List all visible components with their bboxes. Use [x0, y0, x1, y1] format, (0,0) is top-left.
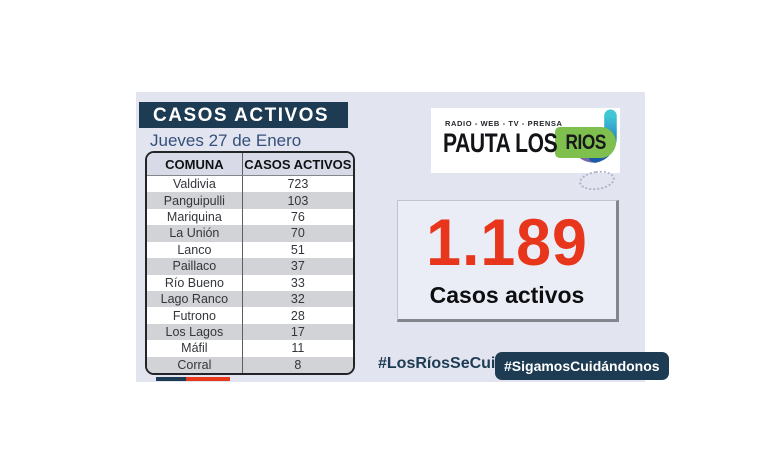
cell-casos: 33	[241, 274, 353, 291]
cell-comuna: Valdivia	[172, 177, 216, 192]
title-bar: CASOS ACTIVOS	[139, 102, 348, 128]
cell-casos: 51	[241, 241, 353, 259]
table-header-row: COMUNA CASOS ACTIVOS	[147, 153, 353, 176]
total-label: Casos activos	[429, 282, 585, 308]
logo-card: RADIO - WEB - TV - PRENSA PAUTA LOS RIOS	[431, 108, 620, 173]
flag-accent-bar	[156, 377, 230, 381]
cell-comuna: Lanco	[177, 242, 212, 257]
date-label: Jueves 27 de Enero	[150, 131, 302, 150]
cases-table: COMUNA CASOS ACTIVOS Valdivia 723 Pangui…	[145, 151, 355, 375]
cell-casos: 32	[241, 290, 353, 308]
hashtag-sigamos: #SigamosCuidándonos	[495, 352, 669, 380]
cell-casos: 8	[241, 356, 353, 373]
logo-name: PAUTA LOS	[443, 128, 558, 158]
cell-casos: 17	[241, 323, 353, 341]
cell-casos: 37	[241, 258, 353, 275]
table-row: La Unión 70	[147, 225, 353, 242]
cell-casos: 76	[241, 208, 353, 226]
cell-casos: 28	[241, 307, 353, 324]
table-row: Lanco 51	[147, 241, 353, 259]
logo-rios-label: RIOS	[565, 130, 606, 154]
table-row: Paillaco 37	[147, 258, 353, 275]
cell-casos: 70	[241, 225, 353, 242]
cell-comuna: Río Bueno	[164, 275, 224, 290]
flag-navy-segment	[156, 377, 186, 381]
cell-comuna: La Unión	[169, 226, 220, 241]
cell-comuna: Panguipulli	[163, 193, 225, 208]
table-row: Río Bueno 33	[147, 274, 353, 291]
table-row: Los Lagos 17	[147, 323, 353, 341]
logo-tagline: RADIO - WEB - TV - PRENSA	[445, 119, 563, 128]
cell-casos: 11	[241, 340, 353, 357]
column-header-casos: CASOS ACTIVOS	[241, 153, 353, 175]
flag-red-segment	[186, 377, 230, 381]
hashtag-sigamos-label: #SigamosCuidándonos	[504, 358, 660, 374]
table-row: Panguipulli 103	[147, 192, 353, 209]
page-title: CASOS ACTIVOS	[153, 105, 330, 126]
logo-rios-badge: RIOS	[555, 127, 616, 158]
table-row: Máfil 11	[147, 340, 353, 357]
cell-casos: 103	[241, 192, 353, 209]
column-header-comuna: COMUNA	[165, 156, 224, 172]
cell-comuna: Máfil	[181, 341, 208, 356]
cell-comuna: Lago Ranco	[160, 292, 229, 307]
infographic-panel: CASOS ACTIVOS Jueves 27 de Enero COMUNA …	[136, 92, 669, 382]
hashtag-losrios: #LosRíosSeCuida	[378, 355, 515, 372]
cell-comuna: Futrono	[172, 308, 216, 323]
table-row: Valdivia 723	[147, 176, 353, 193]
cell-casos: 723	[241, 176, 353, 193]
table-row: Mariquina 76	[147, 208, 353, 226]
table-row: Futrono 28	[147, 307, 353, 324]
table-row: Corral 8	[147, 356, 353, 373]
cell-comuna: Paillaco	[172, 259, 217, 274]
cell-comuna: Corral	[177, 357, 212, 372]
table-row: Lago Ranco 32	[147, 290, 353, 308]
total-number: 1.189	[426, 205, 588, 279]
cell-comuna: Los Lagos	[165, 325, 224, 339]
total-card: 1.189 Casos activos	[397, 200, 619, 322]
cell-comuna: Mariquina	[166, 210, 222, 225]
